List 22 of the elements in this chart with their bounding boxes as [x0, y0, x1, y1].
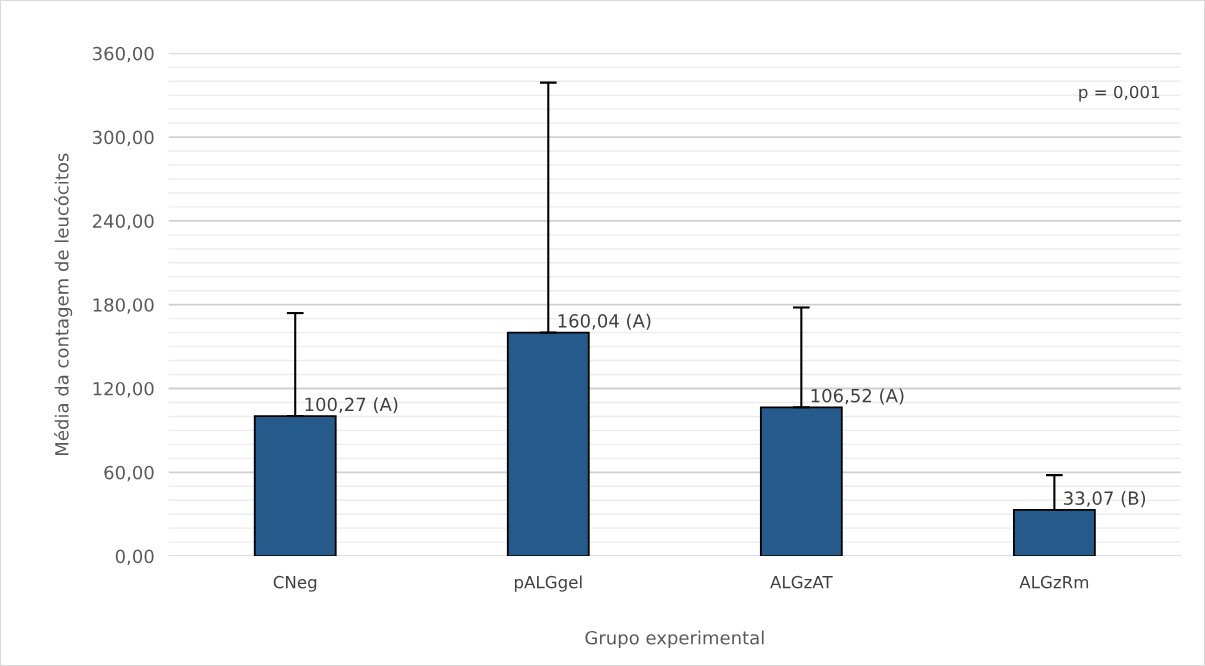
y-tick-label: 240,00: [92, 214, 154, 230]
y-tick-label: 0,00: [115, 549, 154, 566]
y-axis-title: Média da contagem de leucócitos: [53, 153, 73, 455]
x-tick-label: ALGzAT: [770, 575, 833, 589]
bar: [506, 331, 590, 557]
y-tick-label: 60,00: [104, 465, 154, 482]
data-label: 100,27 (A): [305, 397, 398, 414]
data-label: 160,04 (A): [558, 313, 651, 330]
y-tick-label: 180,00: [93, 298, 154, 314]
x-tick-label: pALGgel: [514, 575, 582, 592]
annotation: p = 0,001: [1079, 85, 1160, 102]
y-tick-label: 300,00: [93, 130, 154, 147]
x-tick-label: CNeg: [273, 575, 317, 592]
x-tick-label: ALGzRm: [1019, 575, 1089, 589]
data-label: 33,07 (B): [1064, 491, 1146, 508]
y-tick-label: 120,00: [93, 381, 154, 398]
bar: [1012, 509, 1096, 557]
bar: [759, 406, 843, 557]
x-axis-title: Grupo experimental: [585, 630, 764, 649]
bar: [253, 415, 337, 557]
y-tick-label: 360,00: [93, 46, 154, 63]
data-label: 106,52 (A): [811, 388, 904, 405]
